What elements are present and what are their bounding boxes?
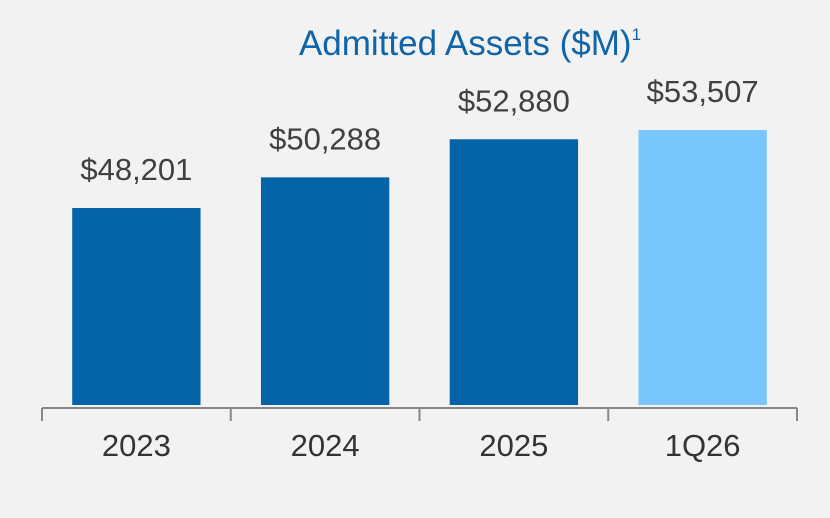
bar <box>72 208 201 405</box>
chart-title: Admitted Assets ($M)1 <box>299 24 641 63</box>
value-label: $52,880 <box>458 83 570 118</box>
x-tick-label: 1Q26 <box>665 428 741 463</box>
value-label: $53,507 <box>647 74 759 109</box>
value-label: $48,201 <box>80 152 192 187</box>
bar <box>449 139 579 405</box>
value-label: $50,288 <box>269 122 381 157</box>
bar <box>638 130 767 405</box>
title-superscript: 1 <box>632 25 641 44</box>
x-tick-label: 2023 <box>102 428 171 463</box>
x-tick-label: 2025 <box>479 428 548 463</box>
x-tick-label: 2024 <box>291 428 360 463</box>
title-text: Admitted Assets ($M) <box>299 24 632 63</box>
bar <box>260 177 390 405</box>
